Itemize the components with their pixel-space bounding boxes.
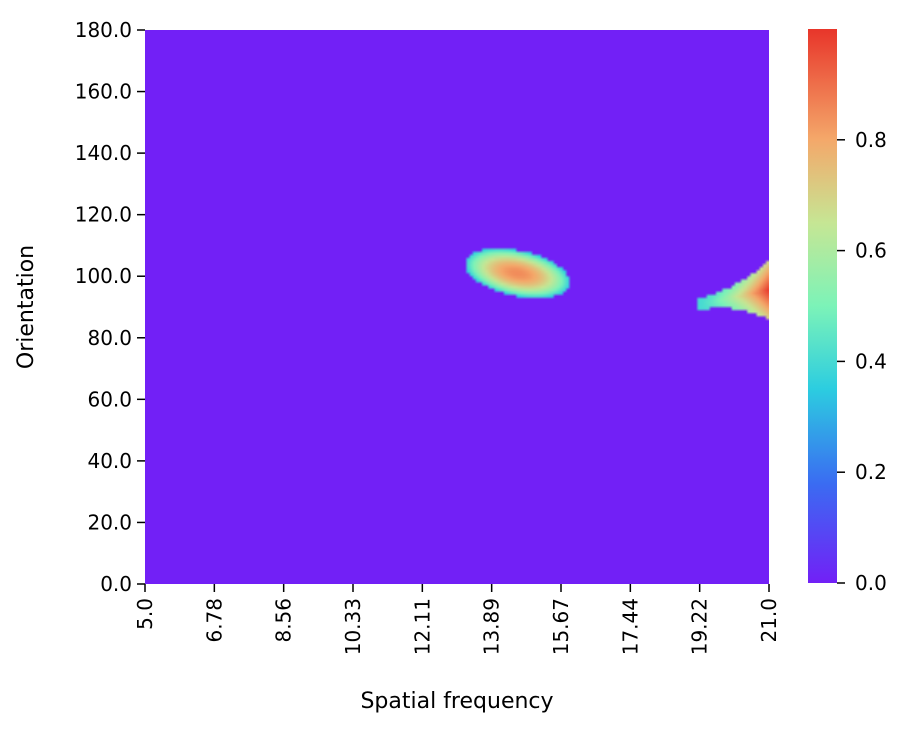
plot-area	[145, 30, 769, 584]
x-axis: 5.0 6.78 8.56 10.33 12.11 13.89 15.67 17.44 19.2…	[133, 584, 781, 655]
colorbar-gradient	[808, 29, 837, 583]
y-axis: 0.0 20.0 40.0 60.0 80.0 100.0 120.0 140.0 160.0 1…	[75, 18, 145, 596]
y-axis-label: Orientation	[14, 245, 39, 369]
x-tick-label: 21.0	[757, 598, 781, 643]
x-tick-label: 13.89	[480, 598, 504, 655]
x-tick-label: 10.33	[341, 598, 365, 655]
colorbar-tick-label: 0.8	[855, 128, 887, 152]
x-tick-label: 17.44	[618, 598, 642, 655]
colorbar-tick-label: 0.0	[855, 571, 887, 595]
y-tick-label: 140.0	[75, 141, 132, 165]
colorbar-tick-label: 0.2	[855, 460, 887, 484]
y-tick-label: 100.0	[75, 264, 132, 288]
x-tick-label: 8.56	[272, 598, 296, 643]
x-tick-label: 12.11	[410, 598, 434, 655]
colorbar-tick-label: 0.4	[855, 349, 887, 373]
y-tick-label: 0.0	[100, 572, 132, 596]
colorbar-ticks: 0.0 0.2 0.4 0.6 0.8	[837, 128, 887, 595]
x-tick-label: 5.0	[133, 598, 157, 630]
colorbar-tick-label: 0.6	[855, 239, 887, 263]
y-tick-label: 120.0	[75, 203, 132, 227]
y-tick-label: 160.0	[75, 80, 132, 104]
y-tick-label: 40.0	[87, 449, 132, 473]
x-tick-label: 6.78	[202, 598, 226, 643]
x-tick-label: 19.22	[688, 598, 712, 655]
y-tick-label: 20.0	[87, 510, 132, 534]
x-axis-label: Spatial frequency	[360, 689, 553, 714]
colorbar: 0.0 0.2 0.4 0.6 0.8	[808, 29, 887, 595]
y-tick-label: 80.0	[87, 326, 132, 350]
y-tick-label: 180.0	[75, 18, 132, 42]
x-tick-label: 15.67	[549, 598, 573, 655]
heatmap-cells	[145, 30, 769, 584]
y-tick-label: 60.0	[87, 387, 132, 411]
